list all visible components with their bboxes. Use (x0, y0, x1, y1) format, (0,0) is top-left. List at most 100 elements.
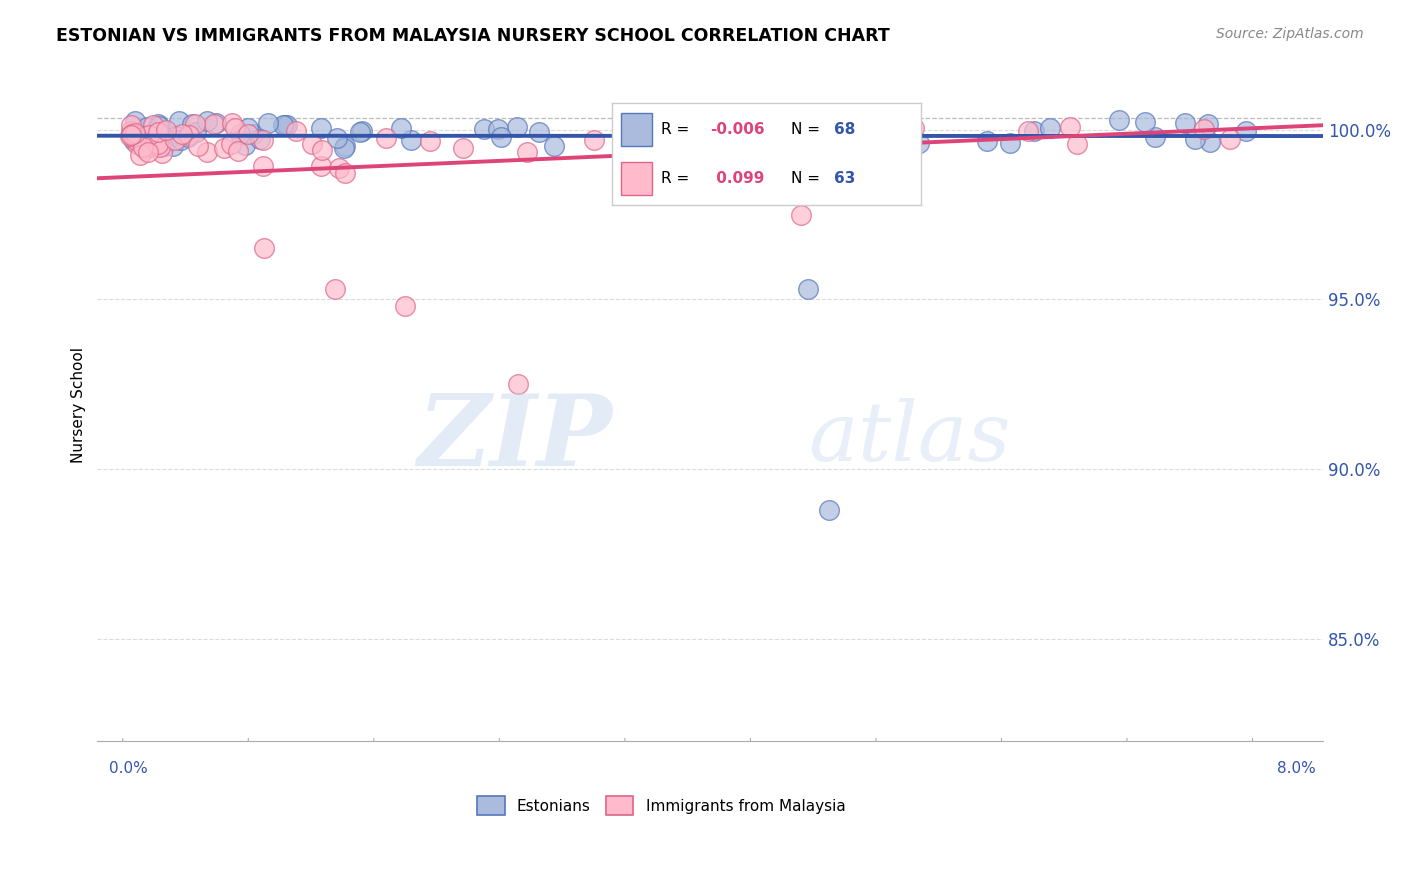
Text: R =: R = (661, 171, 695, 186)
Point (1174, 116, 1197, 130)
Point (169, 114, 191, 128)
Point (149, 140, 172, 154)
Point (138, 128, 160, 142)
Point (184, 117, 207, 131)
Point (233, 138, 256, 153)
Text: atlas: atlas (808, 398, 1011, 478)
Point (1133, 115, 1156, 129)
Point (815, 114, 838, 128)
Point (1039, 121, 1062, 136)
Point (134, 142, 156, 156)
Point (333, 166, 356, 180)
Point (796, 282, 818, 296)
Text: 0.0%: 0.0% (108, 761, 148, 776)
Point (908, 136, 931, 150)
Point (657, 118, 679, 132)
Point (780, 134, 803, 148)
Point (818, 503, 841, 517)
Point (723, 127, 745, 141)
Point (120, 129, 142, 144)
Point (150, 134, 173, 148)
Point (148, 136, 170, 151)
Point (122, 134, 145, 148)
Text: N =: N = (792, 171, 825, 186)
Point (976, 134, 998, 148)
Point (228, 127, 250, 141)
Point (170, 132, 193, 146)
Point (808, 141, 831, 155)
Text: -0.006: -0.006 (710, 121, 765, 136)
Point (252, 133, 274, 147)
Point (150, 146, 173, 161)
Text: ZIP: ZIP (418, 390, 612, 486)
Point (472, 122, 495, 136)
Point (1143, 129, 1166, 144)
Point (224, 121, 246, 136)
Point (226, 144, 249, 158)
Point (202, 117, 225, 131)
Point (505, 120, 527, 134)
Point (148, 120, 170, 134)
Point (889, 126, 911, 140)
Point (787, 119, 810, 133)
Point (120, 128, 142, 142)
Point (491, 129, 513, 144)
Legend: Estonians, Immigrants from Malaysia: Estonians, Immigrants from Malaysia (470, 789, 853, 822)
Point (163, 133, 186, 147)
Point (862, 124, 884, 138)
Point (285, 124, 308, 138)
Point (120, 118, 142, 132)
Point (389, 120, 412, 135)
Point (903, 120, 925, 135)
Point (616, 131, 638, 145)
Point (121, 127, 143, 141)
Point (789, 207, 811, 221)
Point (582, 133, 605, 147)
Point (125, 137, 148, 152)
Text: ESTONIAN VS IMMIGRANTS FROM MALAYSIA NURSERY SCHOOL CORRELATION CHART: ESTONIAN VS IMMIGRANTS FROM MALAYSIA NUR… (56, 27, 890, 45)
Point (328, 161, 350, 176)
Point (1219, 132, 1241, 146)
Point (186, 139, 208, 153)
Point (146, 117, 169, 131)
Point (1198, 136, 1220, 150)
Point (1184, 132, 1206, 146)
Text: N =: N = (792, 121, 825, 136)
Point (132, 129, 155, 144)
Point (451, 141, 474, 155)
Point (508, 377, 530, 392)
Point (176, 130, 198, 145)
Point (252, 159, 274, 173)
Point (1017, 124, 1039, 138)
Point (399, 133, 422, 147)
Point (150, 128, 173, 143)
Point (333, 141, 356, 155)
Point (124, 113, 146, 128)
Text: R =: R = (661, 121, 695, 136)
Point (172, 127, 194, 141)
Point (543, 139, 565, 153)
Point (221, 116, 243, 130)
Point (195, 114, 218, 128)
Point (124, 128, 146, 143)
Point (1066, 137, 1088, 152)
Text: 0.099: 0.099 (710, 171, 763, 186)
Y-axis label: Nursery School: Nursery School (72, 347, 86, 463)
Point (350, 123, 373, 137)
Point (253, 242, 276, 256)
Point (142, 119, 165, 133)
Point (311, 143, 333, 157)
Point (177, 128, 200, 143)
Point (256, 116, 278, 130)
Point (1197, 117, 1219, 131)
Point (486, 121, 509, 136)
Point (184, 125, 207, 139)
Point (128, 147, 150, 161)
Point (1022, 124, 1045, 138)
Point (419, 134, 441, 148)
Point (311, 159, 333, 173)
Point (236, 128, 259, 142)
Point (1192, 121, 1215, 136)
Point (165, 128, 187, 143)
Point (242, 127, 264, 141)
